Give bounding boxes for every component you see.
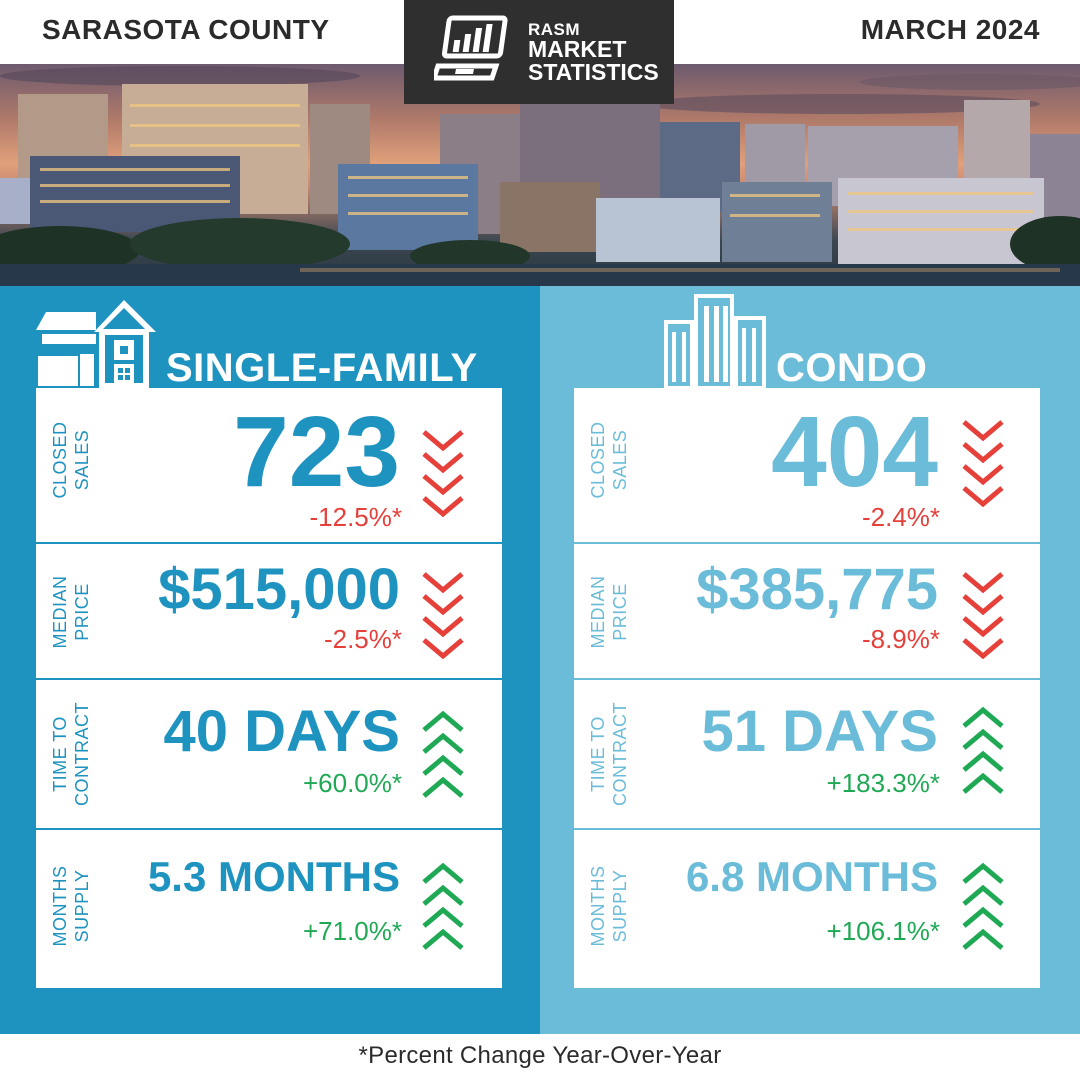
closed-sales-change: -12.5%* [309,502,403,532]
condo-title: CONDO [776,346,928,390]
closed-sales-change: -2.4%* [861,502,940,532]
time-to-contract-value: 40 DAYS [163,699,400,764]
time-to-contract-label: TIME TO CONTRACT [50,702,92,806]
skyline-photo [0,64,1080,286]
row-divider [574,542,1040,544]
trend-down-icon [422,430,464,518]
closed-sales-value: 723 [233,396,400,508]
median-price-value: $515,000 [158,557,400,622]
closed-sales-label: CLOSED SALES [588,421,630,499]
time-to-contract-label: TIME TO CONTRACT [588,702,630,806]
median-price-change: -2.5%* [323,624,402,654]
time-to-contract-value: 51 DAYS [701,699,938,764]
single-family-stats-card: CLOSED SALES 723 -12.5%* MEDIAN PRICE $515… [36,388,502,988]
time-to-contract-change: +60.0%* [302,768,402,798]
trend-up-icon [422,710,464,798]
single-family-title: SINGLE-FAMILY [166,346,478,390]
trend-down-icon [962,572,1004,660]
footnote: *Percent Change Year-Over-Year [358,1042,722,1069]
row-divider [574,678,1040,680]
months-supply-value: 6.8 MONTHS [685,853,938,900]
trend-down-icon [962,420,1004,508]
logo-line-3: STATISTICS [528,59,659,85]
months-supply-change: +106.1%* [826,916,940,946]
period-title: MARCH 2024 [860,14,1040,45]
months-supply-label: MONTHS SUPPLY [588,865,630,947]
logo-line-1: RASM [528,20,581,39]
trend-up-icon [962,862,1004,950]
condo-stats-card: CLOSED SALES 404 -2.4%* MEDIAN PRICE $385,… [574,388,1040,988]
row-divider [574,828,1040,830]
trend-up-icon [962,706,1004,794]
median-price-label: MEDIAN PRICE [50,575,92,649]
months-supply-value: 5.3 MONTHS [147,853,400,900]
median-price-change: -8.9%* [861,624,940,654]
laptop-chart-icon [434,15,508,81]
trend-down-icon [422,572,464,660]
row-divider [36,828,502,830]
condo-building-icon [664,294,766,388]
closed-sales-value: 404 [771,396,938,508]
closed-sales-label: CLOSED SALES [50,421,92,499]
row-divider [36,542,502,544]
logo-line-2: MARKET [528,36,627,62]
row-divider [36,678,502,680]
median-price-label: MEDIAN PRICE [588,575,630,649]
months-supply-label: MONTHS SUPPLY [50,865,92,947]
county-title: SARASOTA COUNTY [42,14,330,45]
time-to-contract-change: +183.3%* [826,768,940,798]
rasm-logo: RASM MARKET STATISTICS [404,0,674,104]
trend-up-icon [422,862,464,950]
median-price-value: $385,775 [696,557,938,622]
house-icon [36,300,156,388]
months-supply-change: +71.0%* [302,916,402,946]
